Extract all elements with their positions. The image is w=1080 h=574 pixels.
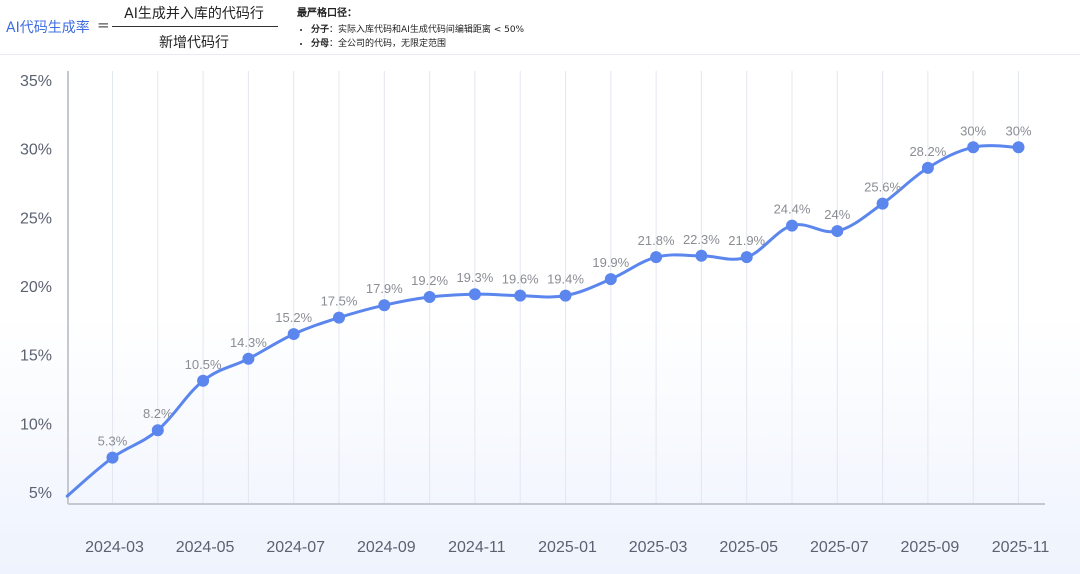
x-tick-label: 2025-07 [810, 539, 869, 556]
x-axis-ticks: 2024-03 2024-05 2024-07 2024-09 2024-11 2025-… [85, 539, 1049, 556]
data-label: 30% [1005, 123, 1031, 138]
data-point [786, 219, 798, 232]
formula-equals: = [97, 16, 110, 34]
notes-item-key: 分母 [311, 39, 330, 49]
data-point [604, 273, 617, 286]
data-point [106, 451, 119, 464]
data-points [106, 141, 1025, 464]
x-tick-label: 2024-09 [357, 539, 416, 556]
y-tick-label: 15% [20, 348, 52, 365]
data-point [695, 249, 708, 262]
data-label: 19.2% [411, 273, 448, 288]
notes-item-key: 分子 [311, 25, 330, 35]
x-tick-label: 2024-11 [448, 539, 506, 556]
data-label: 21.9% [728, 233, 765, 248]
formula-lhs: AI代码生成率 [6, 20, 90, 36]
data-label: 24.4% [774, 202, 811, 217]
x-tick-label: 2024-05 [176, 539, 235, 556]
data-label: 17.9% [366, 281, 403, 296]
data-point [967, 141, 980, 154]
x-tick-label: 2024-07 [266, 539, 325, 556]
series-path [65, 144, 1020, 498]
data-label: 15.2% [275, 310, 312, 325]
x-tick-label: 2025-05 [719, 539, 778, 556]
data-label: 21.8% [638, 233, 675, 248]
series-line [65, 144, 1020, 498]
data-label: 19.3% [456, 270, 493, 285]
data-point [876, 197, 889, 210]
x-tick-label: 2025-09 [901, 539, 960, 556]
data-point [151, 424, 164, 437]
notes-item-denominator: 分母：全公司的代码，无限定范围 [311, 37, 617, 51]
data-label: 19.6% [502, 272, 539, 287]
data-point [1012, 141, 1025, 154]
data-label: 24% [824, 207, 850, 222]
y-tick-label: 5% [29, 485, 52, 502]
x-tick-label: 2024-03 [85, 539, 144, 556]
data-label: 10.5% [185, 357, 222, 372]
data-label: 19.4% [547, 272, 584, 287]
formula-denominator: 新增代码行 [159, 35, 229, 51]
notes-item-text: ：全公司的代码，无限定范围 [329, 39, 447, 49]
header-divider [0, 54, 1080, 55]
data-label: 28.2% [909, 144, 946, 159]
data-point [921, 161, 934, 174]
data-point [559, 289, 572, 302]
formula-numerator: AI生成并入库的代码行 [124, 6, 264, 22]
data-point [740, 251, 753, 264]
data-point [333, 311, 345, 324]
x-tick-label: 2025-01 [538, 539, 597, 556]
data-point [423, 290, 436, 303]
data-label: 22.3% [683, 232, 720, 247]
grid-lines [112, 71, 1019, 504]
y-tick-label: 30% [20, 142, 52, 159]
data-label: 25.6% [864, 180, 901, 195]
y-tick-label: 10% [20, 416, 52, 433]
data-point [242, 352, 255, 365]
data-label: 8.2% [143, 406, 173, 421]
notes-item-text: ：实际入库代码和AI生成代码间编辑距离 < 50% [329, 25, 525, 35]
data-label: 17.5% [321, 294, 358, 309]
data-point [514, 289, 527, 302]
x-tick-label: 2025-11 [992, 539, 1050, 556]
data-label: 19.9% [592, 255, 629, 270]
data-label: 30% [960, 123, 986, 138]
fraction-bar [112, 26, 278, 27]
formula-header: AI代码生成率 = AI生成并入库的代码行 新增代码行 [0, 0, 290, 56]
data-labels: 5.3% 8.2% 10.5% 14.3% 15.2% 17.5% 17.9% 19.2% 19… [98, 123, 1032, 448]
definition-notes: 最严格口径： 分子：实际入库代码和AI生成代码间编辑距离 < 50% 分母：全公… [297, 4, 617, 51]
data-point [378, 299, 391, 312]
axes [67, 71, 1045, 505]
notes-title: 最严格口径： [297, 8, 357, 19]
notes-list: 分子：实际入库代码和AI生成代码间编辑距离 < 50% 分母：全公司的代码，无限… [297, 23, 617, 51]
data-label: 14.3% [230, 335, 267, 350]
x-tick-label: 2025-03 [629, 539, 688, 556]
y-tick-label: 20% [20, 279, 52, 296]
data-point [197, 374, 210, 387]
y-tick-label: 25% [20, 210, 52, 227]
data-label: 5.3% [98, 434, 128, 449]
data-point [468, 288, 481, 301]
data-point [650, 251, 663, 264]
notes-item-numerator: 分子：实际入库代码和AI生成代码间编辑距离 < 50% [311, 23, 617, 37]
data-point [831, 225, 844, 238]
y-axis-ticks: 5% 10% 15% 20% 25% 30% 35% [20, 73, 52, 502]
data-point [287, 328, 300, 341]
y-tick-label: 35% [20, 73, 52, 90]
